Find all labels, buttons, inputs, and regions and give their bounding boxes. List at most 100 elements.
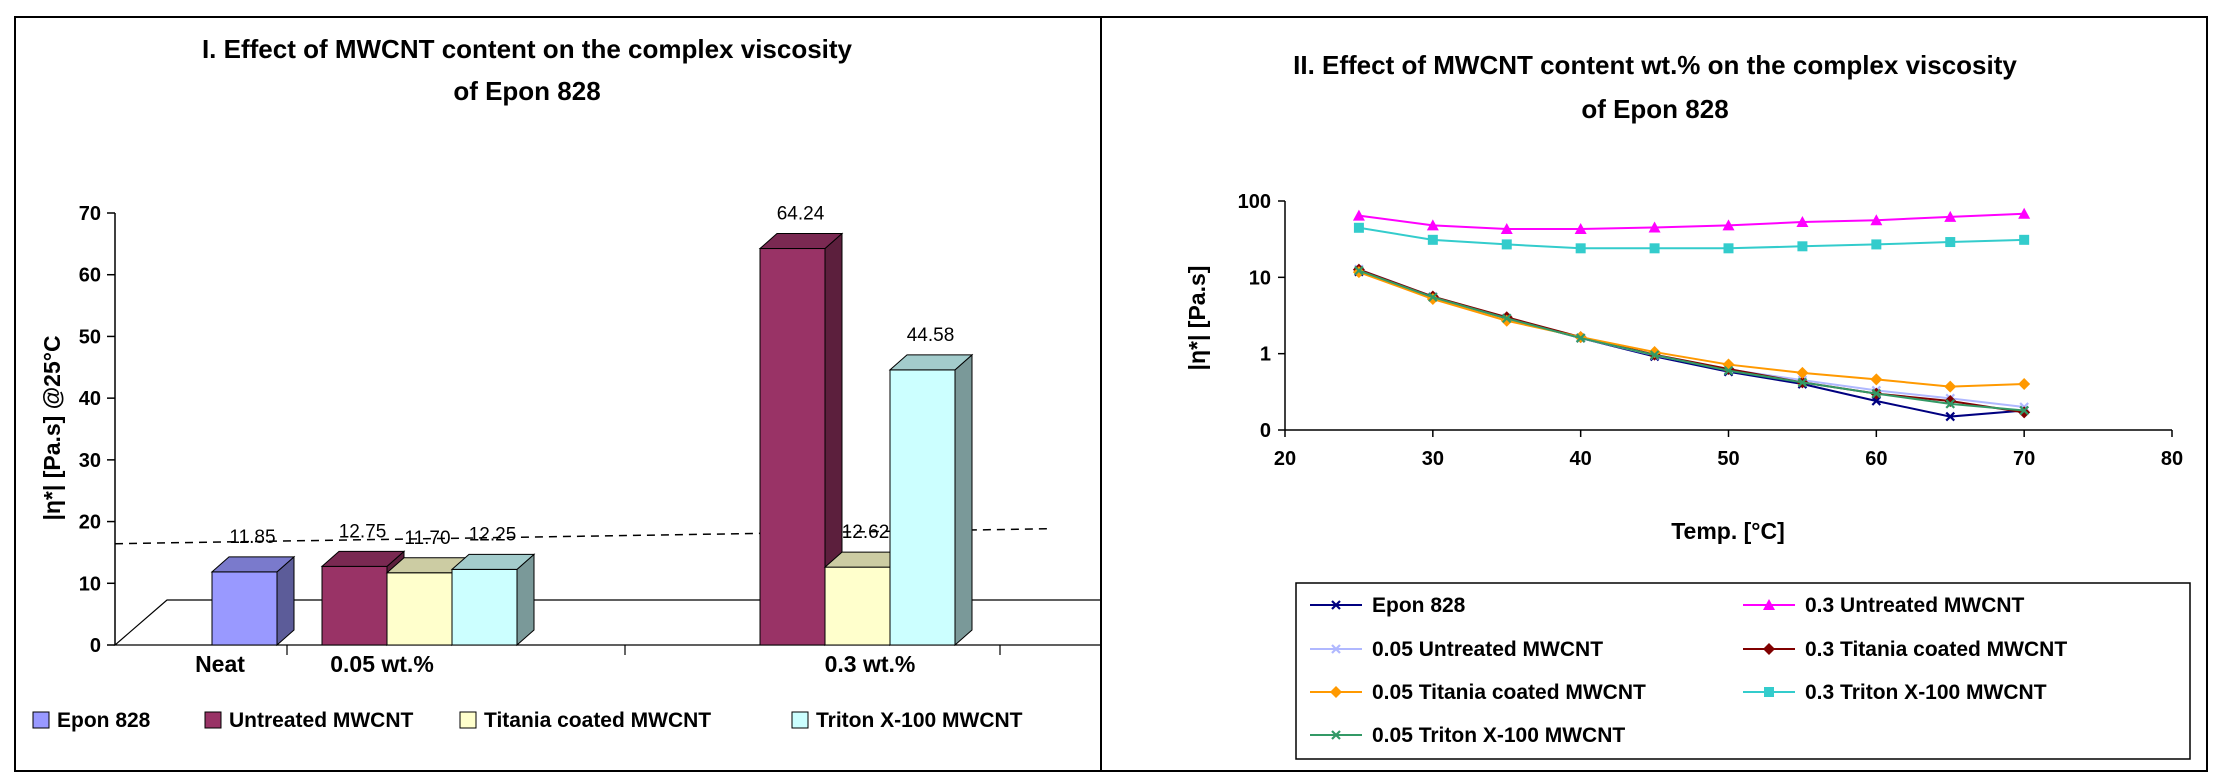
bar-chart-legend: Epon 828 Untreated MWCNT Titania coated MW… bbox=[32, 709, 1023, 732]
line-series-point bbox=[1797, 241, 1808, 252]
line-legend-label: 0.3 Triton X-100 MWCNT bbox=[1805, 681, 2047, 704]
bar-front-face bbox=[889, 369, 956, 646]
line-legend-marker bbox=[1763, 599, 1775, 610]
bar-legend-label: Titania coated MWCNT bbox=[484, 709, 711, 732]
bar-legend-label: Untreated MWCNT bbox=[229, 709, 413, 732]
line-chart-x-tick-label: 80 bbox=[2161, 448, 2183, 470]
line-legend-marker bbox=[1331, 600, 1341, 610]
bar-legend-swatch bbox=[204, 711, 222, 729]
bar-front-face bbox=[759, 248, 826, 646]
bar-chart-title-line-1: I. Effect of MWCNT content on the comple… bbox=[202, 34, 853, 64]
line-series-point bbox=[1870, 373, 1883, 386]
line-chart-legend: Epon 828 0.3 Untreated MWCNT 0.05 Untreate… bbox=[1295, 582, 2191, 760]
line-series-0-3-untreated-mwcnt bbox=[1352, 207, 2031, 234]
line-chart-panel-frame bbox=[1100, 16, 2208, 772]
line-chart-x-tick-label: 20 bbox=[1274, 448, 1296, 470]
line-series-point bbox=[1871, 396, 1882, 406]
bar-top-face bbox=[210, 556, 296, 573]
bar-chart-category-labels: Neat 0.05 wt.% 0.3 wt.% bbox=[195, 645, 1001, 677]
bar-chart-title: I. Effect of MWCNT content on the comple… bbox=[202, 34, 853, 106]
bar-value-label: 44.58 bbox=[907, 325, 955, 346]
bar-chart-y-tick-label: 60 bbox=[79, 265, 101, 287]
line-series-point bbox=[1649, 243, 1660, 254]
bar-chart-y-tick-label: 50 bbox=[79, 326, 101, 348]
bar-chart-dashed-reference-line bbox=[114, 527, 1053, 545]
line-series-point bbox=[2018, 406, 2031, 419]
bar-chart: I. Effect of MWCNT content on the comple… bbox=[32, 34, 1100, 732]
line-series-point bbox=[1722, 219, 1735, 231]
line-legend-label: Epon 828 bbox=[1372, 594, 1466, 617]
bar-value-label: 11.85 bbox=[229, 527, 275, 548]
bar-chart-y-tick-label: 20 bbox=[79, 512, 101, 534]
line-series-point bbox=[1574, 222, 1587, 234]
line-legend-label: 0.05 Triton X-100 MWCNT bbox=[1372, 724, 1625, 747]
line-series-point bbox=[1944, 380, 1957, 393]
line-legend-box bbox=[1295, 582, 2191, 760]
bar-value-label: 12.75 bbox=[339, 521, 387, 542]
bar-value-label: 11.70 bbox=[404, 528, 450, 549]
line-chart-axes: 0 1 10 100 20 30 40 50 60 70 80 bbox=[1238, 191, 2184, 470]
bar-chart-title-line-2: of Epon 828 bbox=[453, 76, 600, 106]
bar-chart-y-tick-label: 70 bbox=[79, 203, 101, 225]
line-chart-series bbox=[1352, 207, 2031, 422]
bar-top-face bbox=[450, 553, 536, 570]
bar-legend-item-titania-coated-mwcnt: Titania coated MWCNT bbox=[459, 709, 711, 732]
bar-legend-swatch bbox=[32, 711, 50, 729]
line-chart-x-tick-label: 60 bbox=[1865, 448, 1887, 470]
line-legend-item-0-3-untreated-mwcnt: 0.3 Untreated MWCNT bbox=[1743, 594, 2025, 617]
bar-legend-item-epon-828: Epon 828 bbox=[32, 709, 151, 732]
line-series-point bbox=[1945, 411, 1956, 422]
line-series-point bbox=[1500, 222, 1513, 234]
line-series-0-05-titania-coated-mwcnt bbox=[1352, 266, 2031, 393]
line-legend-item-0-05-untreated-mwcnt: 0.05 Untreated MWCNT bbox=[1310, 638, 1603, 661]
bar-legend-swatch bbox=[459, 711, 477, 729]
line-chart-y-axis-label: |η*| [Pa.s] bbox=[1184, 266, 1210, 371]
line-series-point bbox=[2019, 234, 2030, 245]
bar-neat-epon-828: 11.85 bbox=[210, 527, 296, 647]
bar-chart-reference-line bbox=[114, 527, 1053, 545]
line-chart-x-tick-label: 70 bbox=[2013, 448, 2035, 470]
line-legend-item-0-05-titania-coated-mwcnt: 0.05 Titania coated MWCNT bbox=[1310, 681, 1646, 704]
bar-chart-y-tick-label: 40 bbox=[79, 388, 101, 410]
bar-legend-swatch bbox=[791, 711, 809, 729]
line-series-point bbox=[1428, 292, 1438, 302]
line-chart-y-tick-label: 100 bbox=[1238, 191, 1271, 213]
line-legend-item-0-05-triton-x-100-mwcnt: 0.05 Triton X-100 MWCNT bbox=[1310, 724, 1625, 747]
line-series-point bbox=[1501, 313, 1512, 324]
line-legend-label: 0.05 Titania coated MWCNT bbox=[1372, 681, 1646, 704]
line-chart-x-tick-label: 50 bbox=[1717, 448, 1739, 470]
line-series-point bbox=[2018, 207, 2031, 219]
line-legend-marker bbox=[1331, 730, 1341, 740]
line-series-point bbox=[1648, 221, 1661, 233]
bar-legend-label: Triton X-100 MWCNT bbox=[816, 709, 1023, 732]
line-legend-marker bbox=[1764, 687, 1774, 697]
line-chart-title-line-2: of Epon 828 bbox=[1581, 94, 1728, 124]
bar-chart-category-label-0-3-wt: 0.3 wt.% bbox=[825, 651, 916, 677]
bar-top-face bbox=[888, 354, 974, 371]
line-chart-y-tick-label: 10 bbox=[1249, 267, 1271, 289]
line-series-point bbox=[1945, 399, 1956, 409]
line-legend-item-epon-828: Epon 828 bbox=[1310, 594, 1466, 617]
line-legend-marker bbox=[1331, 644, 1341, 654]
line-series-point bbox=[1649, 350, 1660, 360]
line-series-point bbox=[2019, 405, 2029, 416]
line-series-point bbox=[1575, 333, 1586, 343]
line-series-point bbox=[1796, 366, 1809, 379]
line-series-point bbox=[1870, 214, 1883, 226]
line-series-point bbox=[1353, 222, 1364, 233]
line-chart-title-line-1: II. Effect of MWCNT content wt.% on the … bbox=[1293, 50, 2017, 80]
line-legend-marker bbox=[1330, 686, 1342, 698]
line-series-point bbox=[1501, 239, 1512, 250]
line-series-point bbox=[1426, 219, 1439, 231]
bar-legend-item-triton-x-100-mwcnt: Triton X-100 MWCNT bbox=[791, 709, 1023, 732]
line-chart-x-tick-label: 40 bbox=[1570, 448, 1592, 470]
bar-value-label: 12.62 bbox=[842, 522, 890, 543]
bar-chart-y-tick-label: 10 bbox=[79, 573, 101, 595]
line-series-point bbox=[1575, 243, 1586, 254]
line-legend-marker bbox=[1763, 643, 1775, 655]
line-series-path bbox=[1358, 271, 2025, 388]
bar-chart-bars: 11.85 12.75 11.70 12.25 64.24 12.62 44.58 bbox=[210, 204, 974, 647]
line-series-point bbox=[1796, 216, 1809, 228]
